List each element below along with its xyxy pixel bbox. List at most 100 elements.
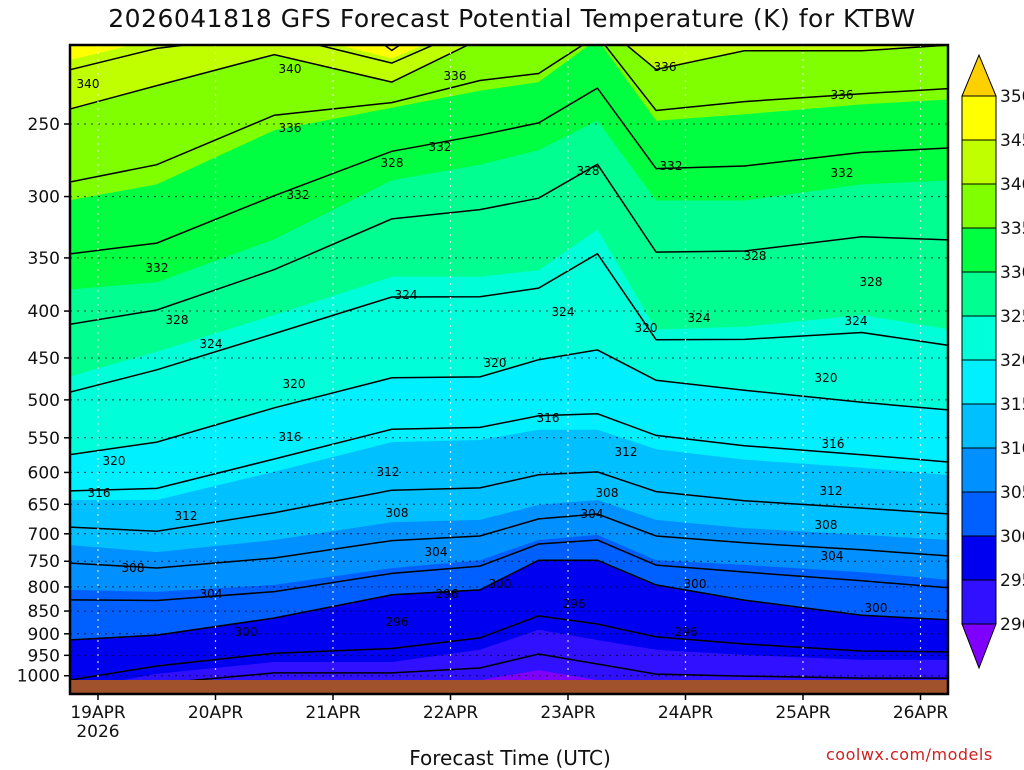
contour-label: 332	[287, 188, 310, 202]
y-tick-label: 800	[28, 578, 60, 598]
contour-label: 312	[175, 509, 198, 523]
contour-label: 324	[552, 305, 575, 319]
colorbar-box	[961, 95, 997, 141]
band-above-340	[70, 45, 948, 110]
colorbar-triangle-bottom	[961, 623, 997, 670]
contour-label: 304	[200, 587, 223, 601]
colorbar-box	[961, 183, 997, 229]
colorbar-label: 330	[1000, 263, 1024, 283]
y-tick-label: 300	[28, 188, 60, 208]
contour-label: 332	[146, 261, 169, 275]
contour-label: 328	[577, 164, 600, 178]
contour-label: 340	[77, 77, 100, 91]
contour-label: 312	[615, 445, 638, 459]
band-above-350	[69, 0, 950, 45]
contour-label: 316	[822, 437, 845, 451]
y-tick-label: 900	[28, 625, 60, 645]
contour-label: 308	[596, 486, 619, 500]
y-tick-label: 950	[28, 646, 60, 666]
isentrope-316	[70, 413, 948, 492]
x-axis-title: Forecast Time (UTC)	[409, 746, 611, 770]
isentrope-320	[70, 349, 948, 456]
contour-label: 308	[386, 506, 409, 520]
isentrope-292	[78, 653, 948, 694]
y-tick-label: 850	[28, 602, 60, 622]
y-tick-label: 600	[28, 463, 60, 483]
contour-label: 304	[425, 545, 448, 559]
x-tick-label: 25APR	[775, 703, 831, 723]
y-tick-label: 650	[28, 495, 60, 515]
colorbar-box	[961, 579, 997, 625]
colorbar: 350 345 340 335 330 325 320 315 310 305 300 295 290	[961, 53, 1024, 670]
colorbar-box	[961, 315, 997, 361]
contour-label: 336	[654, 60, 677, 74]
colorbar-box	[961, 535, 997, 581]
filled-contours	[69, 0, 950, 694]
y-tick-label: 750	[28, 552, 60, 572]
contour-label: 300	[489, 577, 512, 591]
contour-lines	[70, 45, 948, 694]
contour-label: 300	[684, 577, 707, 591]
credit-link[interactable]: coolwx.com/models	[826, 745, 993, 764]
contour-label: 340	[279, 62, 302, 76]
contour-label: 336	[831, 88, 854, 102]
contour-label: 312	[820, 484, 843, 498]
band-above-335	[70, 45, 948, 201]
colorbar-box	[961, 491, 997, 537]
isentrope-308	[70, 513, 948, 569]
contour-label: 336	[444, 69, 467, 83]
contour-label: 312	[377, 465, 400, 479]
contour-label: 316	[88, 486, 111, 500]
y-tick-label: 700	[28, 525, 60, 545]
colorbar-box	[961, 227, 997, 273]
x-tick-label: 21APR	[305, 703, 361, 723]
contour-label: 296	[563, 597, 586, 611]
isentrope-324	[70, 252, 948, 393]
x-tick-label: 19APR	[70, 703, 126, 723]
y-tick-label: 1000	[17, 667, 60, 687]
colorbar-label: 295	[1000, 571, 1024, 591]
y-tick-label: 250	[28, 115, 60, 135]
contour-label: 320	[283, 377, 306, 391]
contour-label: 316	[537, 411, 560, 425]
y-tick-label: 500	[28, 391, 60, 411]
colorbar-label: 310	[1000, 439, 1024, 459]
contour-label: 320	[635, 321, 658, 335]
colorbar-box	[961, 139, 997, 185]
colorbar-label: 320	[1000, 351, 1024, 371]
colorbar-label: 325	[1000, 307, 1024, 327]
contour-label: 308	[815, 518, 838, 532]
contour-label: 320	[484, 356, 507, 370]
isentrope-348	[383, 45, 402, 52]
x-tick-label: 24APR	[658, 703, 714, 723]
colorbar-label: 300	[1000, 527, 1024, 547]
axes: 250 300 350 400 450 500 550 600 650 700 750 800 850 9…	[17, 115, 949, 742]
contour-label: 332	[660, 159, 683, 173]
x-tick-label: 23APR	[540, 703, 596, 723]
contour-label: 328	[860, 275, 883, 289]
contour-label: 296	[436, 587, 459, 601]
contour-label: 328	[166, 313, 189, 327]
contour-label: 300	[865, 601, 888, 615]
colorbar-label: 350	[1000, 87, 1024, 107]
contour-label: 316	[279, 430, 302, 444]
contour-label: 324	[200, 337, 223, 351]
contour-label: 324	[845, 314, 868, 328]
contour-label: 324	[688, 311, 711, 325]
contour-label: 296	[386, 615, 409, 629]
contour-label: 308	[122, 561, 145, 575]
isentrope-304	[70, 539, 948, 602]
x-tick-label: 22APR	[423, 703, 479, 723]
isentrope-340	[70, 45, 948, 110]
colorbar-label: 345	[1000, 131, 1024, 151]
colorbar-box	[961, 403, 997, 449]
y-tick-label: 550	[28, 429, 60, 449]
contour-label: 332	[429, 140, 452, 154]
grid-lines	[70, 45, 948, 694]
contour-label: 328	[744, 249, 767, 263]
y-tick-label: 350	[28, 249, 60, 269]
plot-frame	[68, 43, 950, 696]
contour-label: 300	[235, 625, 258, 639]
colorbar-box	[961, 447, 997, 493]
